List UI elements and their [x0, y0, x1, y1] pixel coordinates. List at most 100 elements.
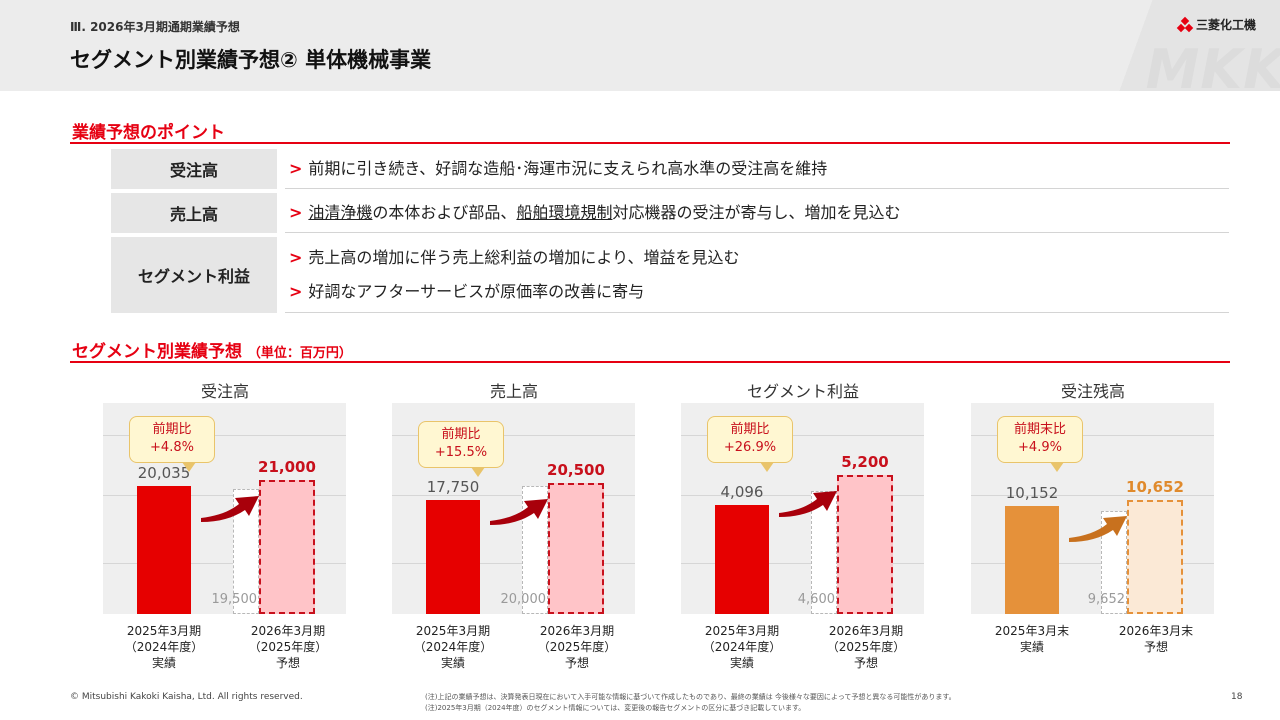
- actual-bar: [426, 500, 480, 614]
- page-number: 18: [1231, 692, 1243, 702]
- company-logo: 三菱化工機: [1176, 16, 1256, 33]
- actual-value-label: 10,152: [1005, 483, 1059, 502]
- point-line: > 前期に引き続き、好調な造船･海運市況に支えられ高水準の受注高を維持: [289, 152, 1229, 186]
- growth-arrow-icon: [1069, 516, 1127, 543]
- actual-value-label: 4,096: [720, 482, 764, 501]
- gridline: [681, 495, 924, 496]
- point-body: > 前期に引き続き、好調な造船･海運市況に支えられ高水準の受注高を維持: [285, 149, 1229, 189]
- category-line: 実績: [1019, 640, 1044, 654]
- category-label: 2025年3月末 実績: [982, 623, 1082, 655]
- category-label: 2026年3月末 予想: [1106, 623, 1206, 655]
- growth-arrow-shape: [1069, 516, 1127, 543]
- point-row-orders: 受注高 > 前期に引き続き、好調な造船･海運市況に支えられ高水準の受注高を維持: [111, 149, 1229, 189]
- actual-value-label: 17,750: [426, 478, 480, 497]
- forecast-heading-text: セグメント別業績予想: [72, 342, 242, 362]
- growth-arrow-shape: [201, 495, 259, 522]
- point-line: > 好調なアフターサービスが原価率の改善に寄与: [289, 275, 1229, 309]
- category-line: 予想: [1143, 640, 1168, 654]
- category-line: （2025年度）: [537, 640, 617, 654]
- footnote: (注)2025年3月期（2024年度）のセグメント情報については、変更後の報告セ…: [425, 704, 806, 712]
- growth-arrow-icon: [779, 491, 837, 518]
- callout-line: 前期比: [152, 422, 192, 437]
- marker: >: [289, 247, 303, 267]
- category-label: 2025年3月期 （2024年度） 実績: [403, 623, 503, 671]
- actual-value-label: 20,035: [137, 463, 191, 482]
- prior-plan-value-label: 19,500: [211, 592, 258, 607]
- chart-title: セグメント利益: [746, 382, 859, 401]
- forecast-heading: セグメント別業績予想 （単位：百万円）: [72, 337, 352, 362]
- section-label: Ⅲ. 2026年3月期通期業績予想: [70, 20, 240, 34]
- category-line: 2026年3月末: [1118, 624, 1194, 638]
- point-text: 好調なアフターサービスが原価率の改善に寄与: [308, 281, 645, 301]
- category-label: 2026年3月期 （2025年度） 予想: [527, 623, 627, 671]
- actual-bar: [715, 504, 769, 614]
- forecast-value-label: 10,652: [1126, 478, 1184, 497]
- prior-plan-value-label: 20,000: [500, 592, 547, 607]
- category-line: 予想: [275, 656, 300, 670]
- point-text: 前期に引き続き、好調な造船･海運市況に支えられ高水準の受注高を維持: [308, 158, 828, 178]
- category-line: 2026年3月期: [250, 624, 326, 638]
- growth-arrow-shape: [779, 491, 837, 518]
- gridline: [392, 435, 635, 436]
- chart-title: 受注高: [200, 382, 249, 401]
- marker: >: [289, 202, 303, 222]
- forecast-bar: [259, 479, 315, 614]
- marker: >: [289, 281, 303, 301]
- copyright: © Mitsubishi Kakoki Kaisha, Ltd. All rig…: [70, 692, 303, 702]
- prior-plan-bar: [811, 491, 837, 614]
- point-label: 受注高: [111, 149, 277, 189]
- forecast-bar: [837, 475, 893, 614]
- gridline: [392, 495, 635, 496]
- point-body: > 油清浄機の本体および部品、船舶環境規制対応機器の受注が寄与し、増加を見込む: [285, 193, 1229, 233]
- gridline: [103, 495, 346, 496]
- category-line: 予想: [564, 656, 589, 670]
- point-label: セグメント利益: [111, 237, 277, 313]
- point-text: の本体および部品、: [372, 202, 517, 222]
- callout-line: 前期末比: [1013, 422, 1066, 437]
- header-band: MKK Ⅲ. 2026年3月期通期業績予想 セグメント別業績予想② 単体機械事業…: [0, 0, 1280, 91]
- gridline: [971, 435, 1214, 436]
- watermark-mkk: MKK: [1145, 38, 1280, 91]
- callout-line: 前期比: [730, 422, 770, 437]
- change-callout: 前期末比 +4.9%: [997, 416, 1083, 472]
- point-label: 売上高: [111, 193, 277, 233]
- marker: >: [289, 158, 303, 178]
- actual-bar: [137, 485, 191, 614]
- footnote: (注)上記の業績予想は、決算発表日現在において入手可能な情報に基づいて作成したも…: [425, 693, 956, 701]
- gridline: [103, 435, 346, 436]
- forecast-bar: [1127, 500, 1183, 614]
- category-line: （2025年度）: [248, 640, 328, 654]
- growth-arrow-icon: [201, 495, 259, 522]
- category-line: 2026年3月期: [539, 624, 615, 638]
- category-line: 予想: [853, 656, 878, 670]
- point-row-profit: セグメント利益 > 売上高の増加に伴う売上総利益の増加により、増益を見込む > 好調…: [111, 237, 1229, 313]
- forecast-rule: [70, 361, 1230, 363]
- category-line: 2025年3月期: [415, 624, 491, 638]
- category-line: 実績: [440, 656, 465, 670]
- category-line: （2024年度）: [124, 640, 204, 654]
- category-line: 2025年3月末: [994, 624, 1070, 638]
- point-text: 売上高の増加に伴う売上総利益の増加により、増益を見込む: [308, 247, 740, 267]
- category-line: 2025年3月期: [126, 624, 202, 638]
- logo-name: 三菱化工機: [1195, 18, 1256, 32]
- change-callout: 前期比 +15.5%: [418, 421, 504, 477]
- point-text-underlined: 油清浄機: [308, 202, 373, 222]
- three-diamonds-icon: [1176, 16, 1194, 32]
- gridline: [971, 495, 1214, 496]
- footnotes: (注)上記の業績予想は、決算発表日現在において入手可能な情報に基づいて作成したも…: [425, 692, 956, 714]
- forecast-value-label: 21,000: [258, 457, 316, 476]
- category-label: 2026年3月期 （2025年度） 予想: [816, 623, 916, 671]
- point-line: > 売上高の増加に伴う売上総利益の増加により、増益を見込む: [289, 241, 1229, 275]
- gridline: [681, 563, 924, 564]
- change-callout: 前期比 +26.9%: [707, 416, 793, 472]
- callout-line: 前期比: [441, 427, 481, 442]
- gridline: [392, 563, 635, 564]
- gridline: [681, 435, 924, 436]
- actual-bar: [1005, 505, 1059, 614]
- category-line: 実績: [151, 656, 176, 670]
- category-label: 2025年3月期 （2024年度） 実績: [692, 623, 792, 671]
- point-text: 対応機器の受注が寄与し、増加を見込む: [612, 202, 901, 222]
- forecast-value-label: 5,200: [841, 453, 889, 472]
- category-label: 2026年3月期 （2025年度） 予想: [238, 623, 338, 671]
- prior-plan-value-label: 4,600: [797, 592, 835, 607]
